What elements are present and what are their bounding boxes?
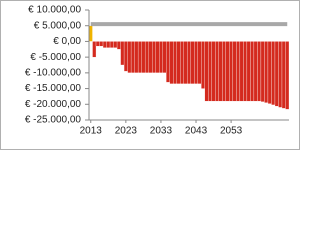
bar	[232, 41, 237, 102]
bar	[148, 41, 153, 74]
bar	[271, 41, 276, 106]
bar	[253, 41, 258, 102]
bar	[225, 41, 230, 102]
bar	[137, 41, 142, 74]
bar	[190, 41, 195, 85]
chart: € 10.000,00 € 5.000,00 € 0,00 € -5.000,00 € …	[0, 0, 300, 150]
x-tick-label: 2053	[220, 126, 243, 137]
bar	[123, 41, 128, 72]
bar	[197, 41, 202, 85]
bar	[246, 41, 251, 102]
bar	[102, 41, 107, 48]
bar	[278, 41, 283, 108]
bar	[116, 41, 121, 50]
x-tick-label: 2033	[150, 126, 173, 137]
bar	[113, 41, 118, 48]
bar	[159, 41, 163, 74]
y-tick-label: € -15.000,00	[25, 83, 82, 94]
bar	[180, 41, 184, 85]
y-tick-label: € -5.000,00	[30, 52, 81, 63]
bar	[162, 41, 167, 74]
bar	[109, 41, 114, 48]
bar	[218, 41, 223, 102]
bar	[92, 41, 97, 58]
bar	[215, 41, 219, 102]
bar	[141, 41, 146, 74]
y-tick-label: € -10.000,00	[25, 67, 82, 78]
bar	[250, 41, 255, 102]
bar	[187, 41, 191, 85]
bar	[169, 41, 174, 85]
bar	[155, 41, 160, 74]
bar	[194, 41, 198, 85]
y-tick-label: € 10.000,00	[28, 5, 81, 16]
bar	[106, 41, 111, 48]
bar	[257, 41, 262, 102]
bar	[95, 41, 100, 47]
bar	[201, 41, 205, 89]
x-tick-label: 2023	[115, 126, 138, 137]
bar	[274, 41, 279, 107]
bar	[239, 41, 244, 102]
bar	[183, 41, 188, 85]
bar	[229, 41, 234, 102]
bar	[166, 41, 170, 83]
bar	[144, 41, 149, 74]
y-tick-label: € -20.000,00	[25, 99, 82, 110]
bar	[88, 25, 93, 42]
bar	[267, 41, 272, 104]
bar	[243, 41, 248, 102]
bar	[285, 41, 290, 110]
bar	[173, 41, 177, 85]
bar	[208, 41, 212, 102]
bar	[176, 41, 181, 85]
bar	[134, 41, 139, 74]
bar	[120, 41, 125, 66]
bar	[204, 41, 209, 102]
bar	[99, 41, 104, 47]
bar	[264, 41, 269, 103]
x-tick-label: 2043	[185, 126, 208, 137]
bar	[127, 41, 132, 74]
bar	[152, 41, 156, 74]
y-tick-label: € 0,00	[53, 36, 81, 47]
bar	[211, 41, 216, 102]
y-tick-label: € -25.000,00	[25, 115, 82, 126]
bar	[281, 41, 286, 109]
bar	[236, 41, 241, 102]
y-tick-label: € 5.000,00	[34, 20, 82, 31]
bar	[260, 41, 265, 102]
bar	[130, 41, 135, 74]
x-tick-label: 2013	[80, 126, 103, 137]
bar	[222, 41, 226, 102]
